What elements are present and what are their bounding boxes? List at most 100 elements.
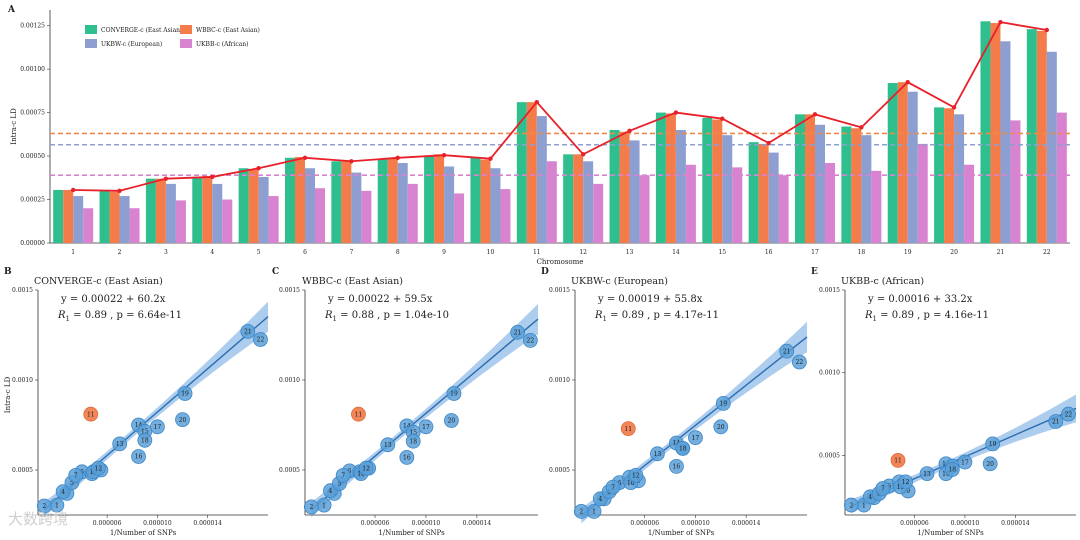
y-tick-label: 0.0005 [12, 467, 33, 474]
bar-3-chr6 [305, 168, 315, 243]
point-chr4 [55, 484, 71, 500]
bar-3-chr2 [119, 196, 130, 243]
bar-2-chr2 [109, 191, 120, 243]
point-label-chr7: 7 [611, 484, 615, 491]
x-tick-label: 5 [257, 249, 261, 256]
bar-3-chr3 [165, 183, 176, 243]
point-label-chr21: 21 [1052, 419, 1060, 426]
bar-4-chr16 [778, 175, 789, 243]
point-label-chr18: 18 [948, 467, 956, 474]
y-tick-label: 0.0015 [549, 287, 570, 294]
bar-4-chr15 [732, 167, 743, 243]
y-tick-label: 0.0005 [279, 467, 300, 474]
point-chr16 [669, 458, 684, 474]
bar-1-chr18 [841, 126, 852, 243]
point-chr2 [36, 498, 52, 514]
x-tick-label: 0.000014 [463, 520, 492, 527]
x-tick-label: 0.000006 [361, 520, 390, 527]
x-tick-label: 4 [210, 249, 214, 256]
point-label-chr13: 13 [116, 441, 124, 448]
point-chr13 [112, 436, 128, 452]
point-label-chr21: 21 [783, 348, 791, 355]
bar-2-chr13 [619, 131, 630, 243]
bar-2-chr3 [155, 178, 166, 243]
panel-title: CONVERGE-c (East Asian) [34, 276, 163, 287]
point-label-chr19: 19 [450, 391, 458, 398]
point-label-chr16: 16 [942, 471, 950, 478]
point-label-chr19: 19 [181, 391, 189, 398]
panel-b: B CONVERGE-c (East Asian) y = 0.00022 + 60… [4, 267, 269, 537]
point-chr18 [675, 440, 691, 456]
panel-a: A 0.00000 0.00025 0.00050 0.00075 0.00100 0.00… [7, 5, 1070, 266]
point-chr16 [399, 449, 415, 465]
point-label-chr20: 20 [986, 461, 994, 468]
panel-letter: C [272, 267, 279, 277]
bar-3-chr14 [675, 129, 686, 243]
point-chr21 [240, 323, 256, 339]
bar-2-chr18 [851, 128, 862, 243]
x-tick-label: 0.000014 [1001, 520, 1030, 527]
bar-3-chr21 [1000, 41, 1011, 243]
bar-3-chr13 [629, 140, 640, 243]
point-chr19 [715, 395, 731, 411]
bar-4-chr4 [222, 199, 233, 243]
point-label-chr7: 7 [74, 473, 78, 480]
bar-4-chr10 [500, 189, 511, 243]
y-axis-title: Intra-c LD [10, 108, 18, 145]
y-tick-label: 0.00100 [20, 66, 45, 73]
point-chr2 [843, 497, 859, 513]
bar-4-chr14 [685, 164, 696, 243]
point-chr7 [605, 479, 621, 495]
trend-point-chr8 [395, 155, 400, 160]
legend-label-1: CONVERGE-c (East Asian) [101, 27, 182, 34]
bar-1-chr21 [980, 21, 991, 243]
trend-line [73, 21, 1047, 192]
point-label-chr12: 12 [362, 465, 370, 472]
panel-title: UKBW-c (European) [571, 276, 668, 287]
point-chr11 [351, 406, 366, 422]
bar-1-chr12 [563, 154, 574, 243]
watermark-text: 大数跨境 [8, 510, 69, 528]
bar-1-chr14 [655, 112, 666, 243]
y-tick-label: 0.0010 [279, 377, 300, 384]
x-tick-label: 0.000010 [143, 520, 172, 527]
bar-2-chr16 [758, 143, 769, 243]
bar-4-chr6 [315, 188, 325, 243]
point-label-chr22: 22 [527, 338, 535, 345]
x-tick-label: 6 [303, 249, 307, 256]
y-tick-label: 0.00125 [20, 23, 45, 30]
y-tick-label: 0.00000 [20, 240, 45, 247]
x-axis-title: Chromosome [537, 258, 584, 266]
panel-letter: E [811, 267, 818, 277]
legend-swatch-2 [180, 25, 192, 34]
point-label-chr21: 21 [514, 330, 522, 337]
point-label-chr20: 20 [717, 424, 725, 431]
bar-4-chr11 [546, 161, 557, 243]
point-chr20 [713, 419, 729, 435]
bar-3-chr5 [258, 176, 269, 243]
y-tick-label: 0.0015 [279, 287, 300, 294]
trend-point-chr4 [210, 174, 215, 180]
point-label-chr17: 17 [422, 424, 430, 431]
trend-point-chr19 [905, 79, 910, 85]
panel-e: E UKBB-c (African) y = 0.00016 + 33.2x R1 =… [811, 267, 1077, 537]
point-label-chr1: 1 [322, 502, 326, 509]
point-chr7 [68, 467, 84, 483]
point-label-chr5: 5 [70, 480, 74, 487]
x-tick-label: 8 [396, 249, 400, 256]
trend-point-chr17 [812, 112, 818, 117]
bar-3-chr12 [583, 161, 594, 243]
y-tick-label: 0.0010 [12, 377, 33, 384]
bar-3-chr17 [815, 124, 825, 243]
point-chr2 [573, 503, 589, 519]
point-label-chr6: 6 [617, 480, 621, 487]
x-tick-label: 0.000006 [900, 520, 929, 527]
point-label-chr16: 16 [403, 455, 411, 462]
x-tick-label: 16 [765, 249, 773, 256]
point-chr2 [303, 499, 319, 515]
bar-4-chr22 [1056, 112, 1067, 243]
point-chr17 [149, 419, 165, 435]
trend-point-chr13 [627, 128, 632, 134]
bar-1-chr17 [795, 114, 805, 243]
panel-c: C WBBC-c (East Asian) y = 0.00022 + 59.5x R… [272, 267, 539, 537]
